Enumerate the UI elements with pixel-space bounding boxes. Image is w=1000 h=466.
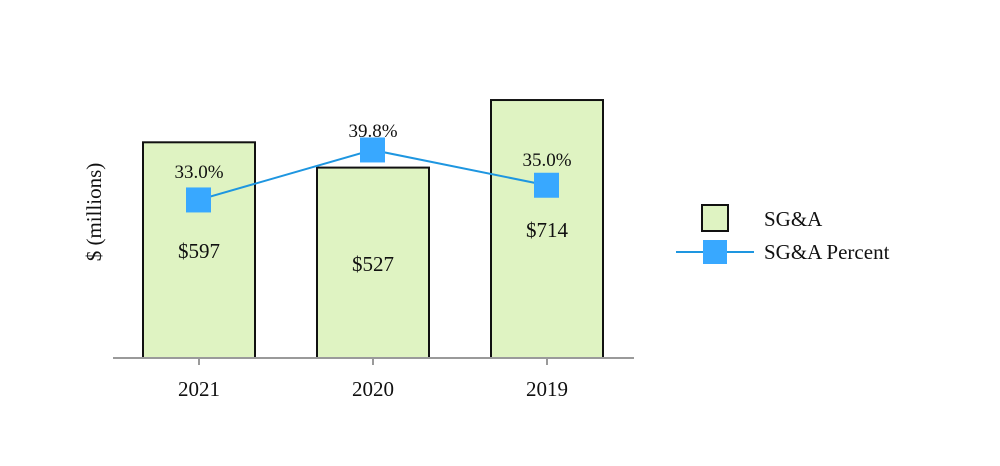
- percent-label-2019: 35.0%: [522, 150, 571, 171]
- bars-layer: [142, 99, 604, 359]
- x-tick-label-2020: 2020: [352, 377, 394, 401]
- y-axis-label: $ (millions): [82, 163, 106, 262]
- bar-2019: [490, 99, 604, 359]
- bar-value-label-2019: $714: [526, 218, 569, 242]
- legend-label-sga-percent: SG&A Percent: [764, 240, 890, 264]
- legend-label-sga: SG&A: [764, 207, 823, 231]
- legend-line-marker: [703, 240, 727, 264]
- percent-marker-2019: [534, 172, 559, 198]
- x-tick-label-2021: 2021: [178, 377, 220, 401]
- legend: SG&A SG&A Percent: [676, 204, 890, 264]
- percent-line-layer: [186, 137, 559, 213]
- bar-2020: [316, 166, 430, 359]
- percent-label-2021: 33.0%: [174, 162, 223, 183]
- x-axis: 2021 2020 2019: [113, 357, 634, 401]
- bar-value-label-2020: $527: [352, 252, 394, 276]
- x-tick-label-2019: 2019: [526, 377, 568, 401]
- percent-label-2020: 39.8%: [348, 121, 397, 142]
- labels-layer: $597 $527 $714 33.0% 39.8% 35.0%: [174, 121, 571, 276]
- legend-bar-swatch: [701, 204, 729, 232]
- percent-marker-2020: [360, 137, 385, 163]
- percent-marker-2021: [186, 187, 211, 213]
- bar-value-label-2021: $597: [178, 239, 220, 263]
- bar-2021: [142, 141, 256, 359]
